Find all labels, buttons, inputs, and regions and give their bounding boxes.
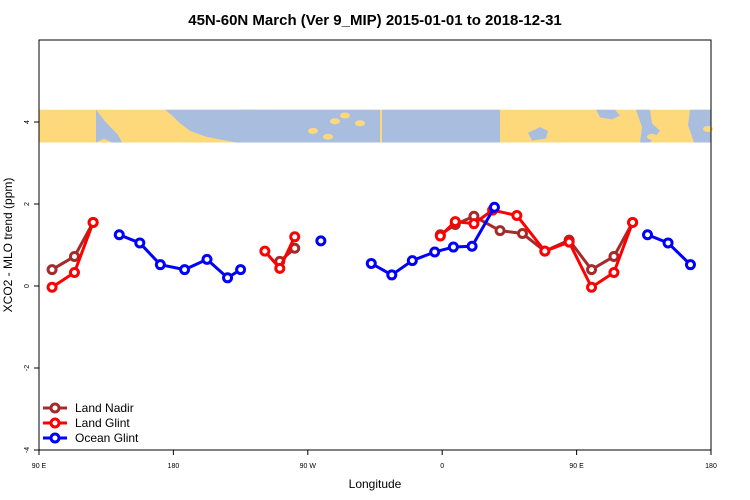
series-land-glint <box>46 204 639 293</box>
legend-marker <box>49 432 61 444</box>
map-ocean-region <box>96 109 122 143</box>
map-island <box>355 120 365 127</box>
data-point <box>134 237 146 249</box>
map-island <box>330 118 340 125</box>
y-axis: -4 -2 0 2 4 <box>24 120 39 453</box>
data-point <box>608 250 620 262</box>
map-ocean-region <box>528 127 548 141</box>
x-axis: 90 E 180 90 W 0 90 E 180 <box>32 450 717 470</box>
y-tick-label: -2 <box>24 365 31 371</box>
legend-label: Land Glint <box>75 416 130 430</box>
map-island <box>308 127 318 134</box>
y-axis-label: XCO2 - MLO trend (ppm) <box>1 178 15 313</box>
legend-label: Ocean Glint <box>75 431 139 445</box>
x-axis-label: Longitude <box>349 477 402 491</box>
data-point <box>466 240 478 252</box>
data-point <box>289 231 301 243</box>
data-point <box>274 262 286 274</box>
x-tick-label: 90 W <box>300 463 317 470</box>
y-tick-label: 4 <box>24 120 31 124</box>
y-tick-label: -4 <box>24 447 31 453</box>
series-line <box>439 214 634 272</box>
data-point <box>563 236 575 248</box>
data-point <box>434 230 446 242</box>
series-layer <box>46 201 696 293</box>
data-point <box>516 228 528 240</box>
data-point <box>222 272 234 284</box>
data-point <box>235 264 247 276</box>
data-point <box>642 229 654 241</box>
x-tick-label: 0 <box>440 463 444 470</box>
data-point <box>627 216 639 228</box>
data-point <box>586 281 598 293</box>
data-point <box>539 245 551 257</box>
data-point <box>608 266 620 278</box>
x-tick-label: 180 <box>168 463 180 470</box>
data-point <box>259 245 271 257</box>
legend-marker <box>49 402 61 414</box>
map-island <box>340 112 350 119</box>
data-point <box>468 218 480 230</box>
data-point <box>386 269 398 281</box>
data-point <box>586 264 598 276</box>
data-point <box>429 246 441 258</box>
data-point <box>113 229 125 241</box>
data-point <box>179 264 191 276</box>
data-point <box>511 209 523 221</box>
data-point <box>662 237 674 249</box>
data-point <box>684 259 696 271</box>
map-island <box>595 122 605 129</box>
data-point <box>494 225 506 237</box>
map-island <box>647 133 657 140</box>
data-point <box>68 266 80 278</box>
data-point <box>46 264 58 276</box>
series-ocean-glint <box>113 201 696 284</box>
map-island <box>323 133 333 140</box>
map-ocean-region <box>382 109 500 143</box>
data-point <box>46 281 58 293</box>
data-point <box>488 201 500 213</box>
series-line <box>51 221 95 271</box>
x-tick-label: 90 E <box>32 463 47 470</box>
y-tick-label: 0 <box>24 284 31 288</box>
map-ocean-region <box>688 109 711 143</box>
legend-marker <box>49 417 61 429</box>
data-point <box>315 235 327 247</box>
plot-frame <box>38 39 712 451</box>
chart-title: 45N-60N March (Ver 9_MIP) 2015-01-01 to … <box>188 12 562 29</box>
legend-label: Land Nadir <box>75 401 134 415</box>
map-ocean-region <box>596 109 620 120</box>
data-point <box>449 216 461 228</box>
data-point <box>447 241 459 253</box>
data-point <box>201 253 213 265</box>
y-tick-label: 2 <box>24 202 31 206</box>
world-map-band <box>39 109 713 143</box>
data-point <box>406 255 418 267</box>
data-point <box>154 259 166 271</box>
series-line <box>439 208 635 289</box>
data-point <box>87 216 99 228</box>
map-ocean-region <box>240 109 262 128</box>
data-point <box>365 257 377 269</box>
x-tick-label: 90 E <box>569 463 584 470</box>
data-point <box>68 250 80 262</box>
x-tick-label: 180 <box>705 463 717 470</box>
